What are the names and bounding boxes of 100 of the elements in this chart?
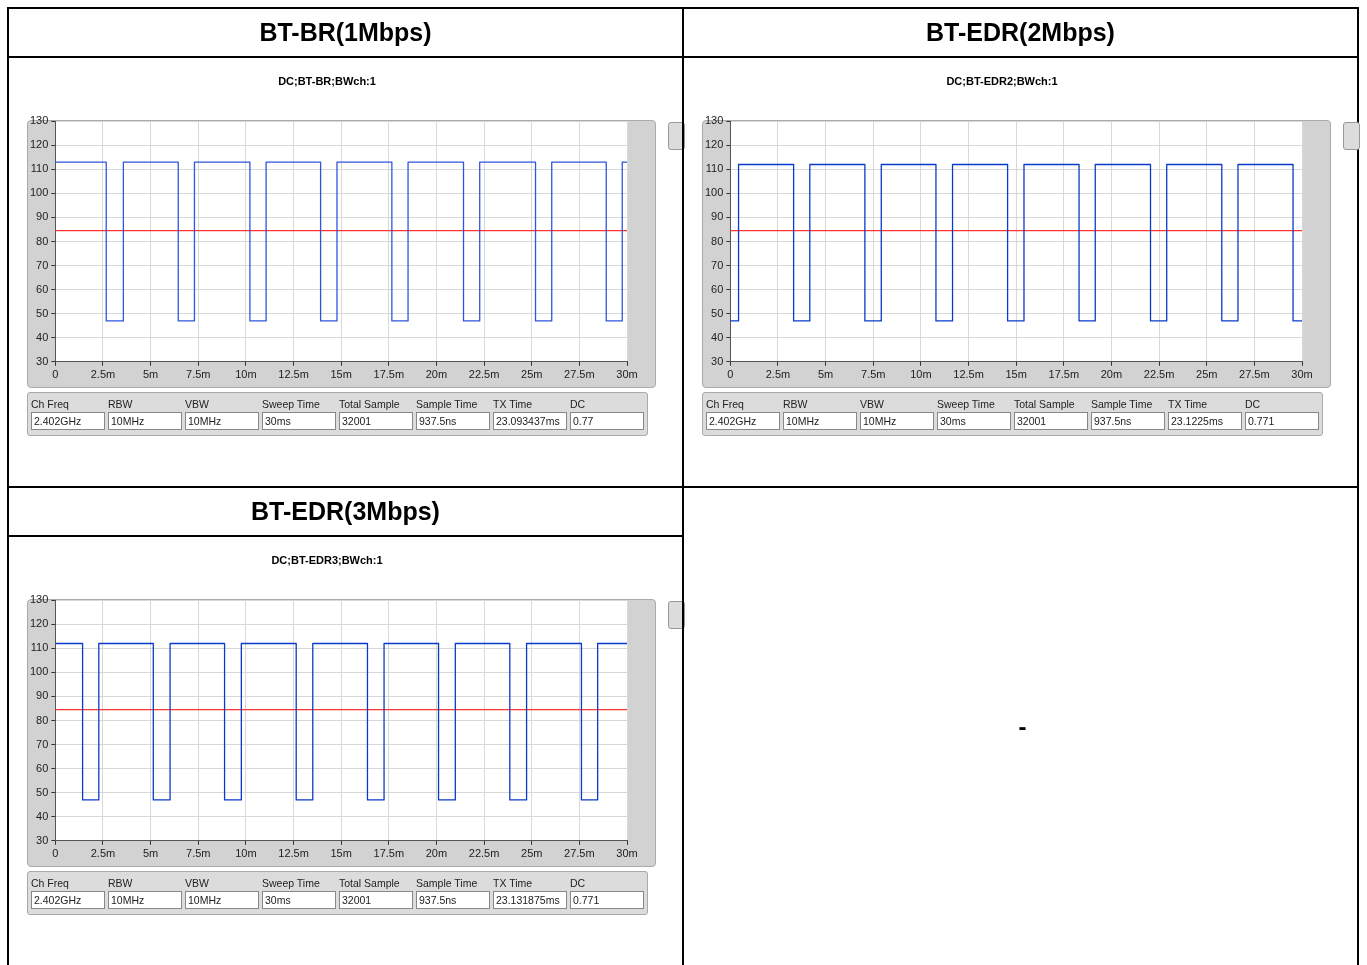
y-tick-label: 50: [36, 785, 49, 798]
y-tick-label: 80: [36, 234, 49, 247]
text: Ch Freq: [31, 876, 70, 891]
x-tick-label: 5m: [817, 368, 834, 381]
text: 23.093437ms: [493, 412, 567, 430]
text: RBW: [108, 876, 134, 891]
chart-title: BT-EDR(3Mbps): [9, 488, 682, 537]
y-tick-label: 130: [29, 114, 49, 127]
x-tick-label: 22.5m: [468, 368, 500, 381]
text: 30ms: [262, 891, 336, 909]
y-tick-label: 70: [36, 258, 49, 271]
text: RBW: [783, 397, 809, 412]
x-tick-label: 17.5m: [373, 847, 405, 860]
text: VBW: [185, 876, 210, 891]
x-tick-label: 27.5m: [564, 847, 595, 860]
text: Ch Freq: [31, 397, 70, 412]
y-tick-label: 100: [704, 186, 724, 199]
x-tick-label: 15m: [330, 368, 352, 381]
x-tick-label: 10m: [235, 847, 257, 860]
x-tick-label: 2.5m: [90, 847, 116, 860]
y-tick-label: 130: [704, 114, 724, 127]
y-tick-label: 90: [36, 689, 49, 702]
x-tick-label: 17.5m: [1048, 368, 1080, 381]
y-tick-label: 30: [711, 354, 724, 367]
y-tick-label: 90: [711, 210, 724, 223]
text: RBW: [108, 397, 134, 412]
x-tick-label: 0: [52, 847, 59, 860]
x-tick-label: 17.5m: [373, 368, 405, 381]
text: 32001: [1014, 412, 1088, 430]
chart-title: BT-BR(1Mbps): [9, 9, 682, 58]
y-tick-label: 110: [30, 641, 49, 654]
text: TX Time: [1168, 397, 1209, 412]
text: 937.5ns: [416, 891, 490, 909]
x-tick-label: 12.5m: [953, 368, 984, 381]
y-tick-label: 100: [29, 665, 49, 678]
text: 32001: [339, 891, 413, 909]
text: 10MHz: [185, 891, 259, 909]
y-tick-label: 100: [29, 186, 49, 199]
x-tick-label: 7.5m: [186, 847, 211, 860]
x-tick-label: 27.5m: [564, 368, 595, 381]
text: -: [1018, 713, 1027, 741]
text: 937.5ns: [1091, 412, 1165, 430]
y-tick-label: 30: [36, 354, 49, 367]
y-tick-label: 60: [711, 282, 724, 295]
x-tick-label: 25m: [521, 368, 543, 381]
text: TX Time: [493, 397, 534, 412]
x-tick-label: 30m: [1291, 368, 1313, 381]
text: Sample Time: [416, 397, 479, 412]
y-tick-label: 50: [36, 306, 49, 319]
x-tick-label: 15m: [330, 847, 352, 860]
x-tick-label: 2.5m: [765, 368, 791, 381]
y-tick-label: 120: [29, 138, 49, 151]
x-tick-label: 30m: [616, 847, 638, 860]
text: 30ms: [262, 412, 336, 430]
x-tick-label: 30m: [616, 368, 638, 381]
x-tick-label: 5m: [142, 847, 159, 860]
text: TX Time: [493, 876, 534, 891]
y-tick-label: 40: [36, 809, 49, 822]
text: 0.77: [570, 412, 644, 430]
text: 2.402GHz: [706, 412, 780, 430]
text: 10MHz: [185, 412, 259, 430]
text: Ch Freq: [706, 397, 745, 412]
text: 0.771: [570, 891, 644, 909]
text: Sample Time: [416, 876, 479, 891]
x-tick-label: 5m: [142, 368, 159, 381]
text: VBW: [860, 397, 885, 412]
y-tick-label: 80: [711, 234, 724, 247]
y-tick-label: 50: [711, 306, 724, 319]
x-tick-label: 12.5m: [278, 847, 309, 860]
x-tick-label: 27.5m: [1239, 368, 1270, 381]
text: Sweep Time: [262, 397, 321, 412]
x-tick-label: 22.5m: [1143, 368, 1175, 381]
x-tick-label: 22.5m: [468, 847, 500, 860]
text: 23.1225ms: [1168, 412, 1242, 430]
text: 2.402GHz: [31, 891, 105, 909]
text: 10MHz: [860, 412, 934, 430]
y-tick-label: 60: [36, 282, 49, 295]
chart-subtitle: DC;BT-EDR2;BWch:1: [946, 74, 1058, 87]
text: 23.131875ms: [493, 891, 567, 909]
y-tick-label: 90: [36, 210, 49, 223]
y-tick-label: 60: [36, 761, 49, 774]
x-tick-label: 0: [52, 368, 59, 381]
x-tick-label: 2.5m: [90, 368, 116, 381]
x-tick-label: 10m: [235, 368, 257, 381]
y-tick-label: 120: [29, 617, 49, 630]
x-tick-label: 12.5m: [278, 368, 309, 381]
text: 0.771: [1245, 412, 1319, 430]
text: DC: [1245, 397, 1262, 412]
x-tick-label: 20m: [425, 847, 448, 860]
text: 32001: [339, 412, 413, 430]
x-tick-label: 10m: [910, 368, 932, 381]
y-tick-label: 110: [30, 162, 49, 175]
y-tick-label: 40: [36, 330, 49, 343]
y-tick-label: 70: [36, 737, 49, 750]
x-tick-label: 0: [727, 368, 734, 381]
x-tick-label: 25m: [1196, 368, 1218, 381]
chart-subtitle: DC;BT-EDR3;BWch:1: [271, 553, 383, 566]
text: VBW: [185, 397, 210, 412]
y-tick-label: 30: [36, 833, 49, 846]
x-tick-label: 7.5m: [861, 368, 886, 381]
